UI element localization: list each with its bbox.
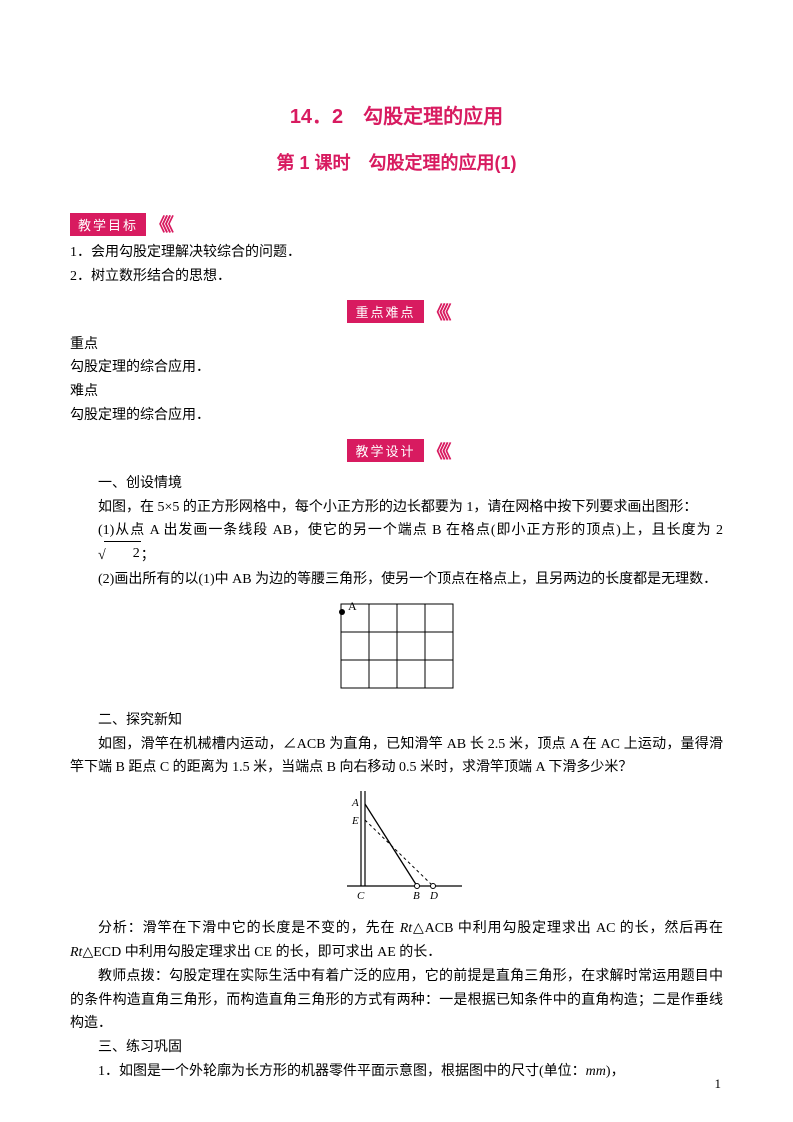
ana-b: Rt: [400, 921, 412, 936]
banner-design-wrap: 教学设计 《《《: [70, 432, 723, 468]
s3-q1-c: )，: [606, 1064, 625, 1079]
section1-q1: (1)从点 A 出发画一条线段 AB，使它的另一个端点 B 在格点(即小正方形的…: [70, 519, 723, 568]
ladder-svg: A E C B D: [327, 786, 467, 906]
section2-tip: 教师点拨：勾股定理在实际生活中有着广泛的应用，它的前提是直角三角形，在求解时常运…: [70, 965, 723, 1036]
banner-design-label: 教学设计: [347, 439, 423, 462]
s3-q1-a: 1．如图是一个外轮廓为长方形的机器零件平面示意图，根据图中的尺寸(单位：: [98, 1064, 586, 1079]
lesson-subtitle: 第 1 课时 勾股定理的应用(1): [70, 149, 723, 175]
ana-e: △ECD 中利用勾股定理求出 CE 的长，即可求出 AE 的长．: [82, 945, 441, 960]
section2-title: 二、探究新知: [70, 709, 723, 733]
section1-title: 一、创设情境: [70, 472, 723, 496]
banner-chevrons-icon: 《《《: [428, 299, 446, 325]
banner-chevrons-icon: 《《《: [428, 438, 446, 464]
key-text: 勾股定理的综合应用．: [70, 356, 723, 380]
page: 14．2 勾股定理的应用 第 1 课时 勾股定理的应用(1) 教学目标 《《《 …: [0, 0, 793, 1122]
section1-p1: 如图，在 5×5 的正方形网格中，每个小正方形的边长都要为 1，请在网格中按下列…: [70, 496, 723, 520]
section1-q2: (2)画出所有的以(1)中 AB 为边的等腰三角形，使另一个顶点在格点上，且另两…: [70, 568, 723, 592]
s3-q1-b: mm: [586, 1064, 606, 1079]
svg-text:A: A: [351, 797, 359, 809]
section2-analysis: 分析：滑竿在下滑中它的长度是不变的，先在 Rt△ACB 中利用勾股定理求出 AC…: [70, 917, 723, 965]
grid-figure: A: [70, 598, 723, 703]
sqrt-icon: √2: [70, 543, 141, 568]
ladder-figure: A E C B D: [70, 786, 723, 911]
svg-text:E: E: [351, 815, 359, 827]
difficult-label: 难点: [70, 380, 723, 404]
section3-q1: 1．如图是一个外轮廓为长方形的机器零件平面示意图，根据图中的尺寸(单位：mm)，: [70, 1060, 723, 1084]
section2-p1: 如图，滑竿在机械槽内运动，∠ACB 为直角，已知滑竿 AB 长 2.5 米，顶点…: [70, 733, 723, 781]
banner-keypoints-wrap: 重点难点 《《《: [70, 293, 723, 329]
grid-svg: A: [332, 598, 462, 698]
ana-c: △ACB 中利用勾股定理求出 AC 的长，然后再在: [412, 921, 723, 936]
svg-text:B: B: [413, 890, 420, 902]
sqrt-radicand: 2: [104, 541, 141, 566]
s1-q1-c: ；: [141, 548, 155, 563]
banner-keypoints-label: 重点难点: [347, 300, 423, 323]
banner-goals-label: 教学目标: [70, 213, 146, 236]
banner-keypoints: 重点难点 《《《: [347, 299, 445, 325]
banner-goals: 教学目标 《《《: [70, 211, 168, 237]
svg-text:D: D: [429, 890, 438, 902]
difficult-text: 勾股定理的综合应用．: [70, 404, 723, 428]
banner-design: 教学设计 《《《: [347, 438, 445, 464]
key-label: 重点: [70, 333, 723, 357]
svg-text:C: C: [357, 890, 365, 902]
banner-chevrons-icon: 《《《: [150, 211, 168, 237]
section3-title: 三、练习巩固: [70, 1036, 723, 1060]
chapter-title: 14．2 勾股定理的应用: [70, 100, 723, 129]
ana-d: Rt: [70, 945, 82, 960]
grid-label-a: A: [348, 599, 357, 613]
goal-1: 1．会用勾股定理解决较综合的问题．: [70, 241, 723, 265]
s1-q1-a: (1)从点 A 出发画一条线段 AB，使它的另一个端点 B 在格点(即小正方形的…: [98, 523, 723, 538]
page-number: 1: [715, 1076, 722, 1092]
goal-2: 2．树立数形结合的思想．: [70, 265, 723, 289]
ana-a: 分析：滑竿在下滑中它的长度是不变的，先在: [98, 921, 400, 936]
